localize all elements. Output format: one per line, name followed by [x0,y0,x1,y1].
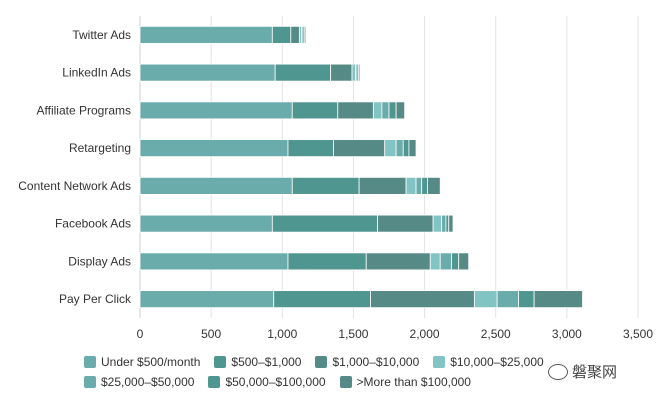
bar-segment [139,25,273,44]
bar-segment [274,63,332,82]
stacked-bar-chart: Twitter Ads LinkedIn Ads Affiliate Program… [18,16,654,341]
bar-segment [395,101,406,120]
x-tick-label: 2,000 [410,327,440,341]
bar-segment [351,63,356,82]
bar-segment [384,139,397,158]
bar-segment [432,214,443,233]
bar-segment [427,176,441,195]
x-tick-labels: 0 500 1,000 1,500 2,000 2,500 3,000 3,500 [137,327,654,341]
x-tick-label: 0 [137,327,144,341]
bar-segment [388,101,397,120]
bar-segment [139,101,293,120]
bar-segment [429,252,441,271]
bar-segment [496,290,519,309]
bar-segment [473,290,498,309]
x-tick-label: 500 [201,327,221,341]
bar-segment [441,214,447,233]
legend-label: $1,000–$10,000 [332,355,420,369]
category-label: Pay Per Click [59,292,132,306]
legend-item: $10,000–$25,000 [433,355,544,369]
legend-item: $25,000–$50,000 [84,375,194,389]
bar-segment [415,176,423,195]
bar-segment [377,214,434,233]
bar-segment [402,139,410,158]
bar-segment [139,63,276,82]
bar-segment [408,139,417,158]
bar-segment [271,214,379,233]
bar-segment [139,252,289,271]
category-label: Facebook Ads [55,217,131,231]
bar-segment [395,139,404,158]
category-labels: Twitter Ads LinkedIn Ads Affiliate Program… [18,28,132,306]
legend-swatch [84,356,96,368]
legend-item: $1,000–$10,000 [315,355,419,369]
legend-swatch [208,376,221,388]
bar-segment [358,176,407,195]
bar-segment [372,101,383,120]
bar-segment [358,63,361,82]
x-tick-label: 2,500 [481,327,511,341]
bar-segment [533,290,583,309]
bar-segment [421,176,428,195]
bar-segment [439,252,453,271]
legend-label: $500–$1,000 [231,355,302,369]
bar-segment [287,139,334,158]
legend-item: >More than $100,000 [339,375,471,389]
legend-swatch [339,376,352,388]
x-tick-label: 3,500 [623,327,653,341]
legend-swatch [84,376,96,388]
legend-label: >More than $100,000 [356,375,471,389]
bar-segment [365,252,431,271]
legend: Under $500/month $500–$1,000 $1,000–$10,00… [84,352,604,392]
category-label: Twitter Ads [72,28,131,42]
bar-segment [333,139,386,158]
grid-lines [139,16,639,318]
category-label: Display Ads [68,254,131,268]
bar-segment [139,214,273,233]
bar-segment [303,25,307,44]
bar-segment [518,290,535,309]
bar-segment [287,252,367,271]
legend-row: Under $500/month $500–$1,000 $1,000–$10,00… [84,352,604,372]
legend-item: Under $500/month [84,355,200,369]
wechat-icon [548,363,568,380]
legend-item: $500–$1,000 [214,355,301,369]
bars [139,25,583,309]
legend-swatch [214,356,227,368]
legend-swatch [315,356,328,368]
bar-segment [381,101,390,120]
bar-segment [139,290,275,309]
bar-segment [370,290,475,309]
category-label: Retargeting [69,141,131,155]
legend-label: $50,000–$100,000 [225,375,326,389]
bar-segment [139,139,289,158]
watermark-text: 磐聚网 [572,364,618,381]
bar-segment [445,214,450,233]
bar-segment [330,63,353,82]
legend-label: Under $500/month [101,355,201,369]
bar-segment [337,101,374,120]
x-tick-label: 3,000 [552,327,582,341]
bar-segment [273,290,371,309]
x-tick-label: 1,500 [338,327,368,341]
bar-segment [448,214,454,233]
bar-segment [271,25,292,44]
bar-segment [291,176,360,195]
bar-segment [451,252,460,271]
bar-segment [290,25,300,44]
bar-segment [291,101,339,120]
legend-label: $10,000–$25,000 [450,355,544,369]
category-label: Content Network Ads [18,179,131,193]
legend-item: $50,000–$100,000 [208,375,326,389]
bar-segment [405,176,417,195]
bar-segment [139,176,293,195]
legend-swatch [433,356,446,368]
watermark: 磐聚网 [545,360,621,383]
legend-row: $25,000–$50,000 $50,000–$100,000 >More tha… [84,372,604,392]
bar-segment [458,252,470,271]
category-label: Affiliate Programs [37,103,131,117]
legend-label: $25,000–$50,000 [101,375,195,389]
x-tick-label: 1,000 [267,327,297,341]
category-label: LinkedIn Ads [62,66,131,80]
